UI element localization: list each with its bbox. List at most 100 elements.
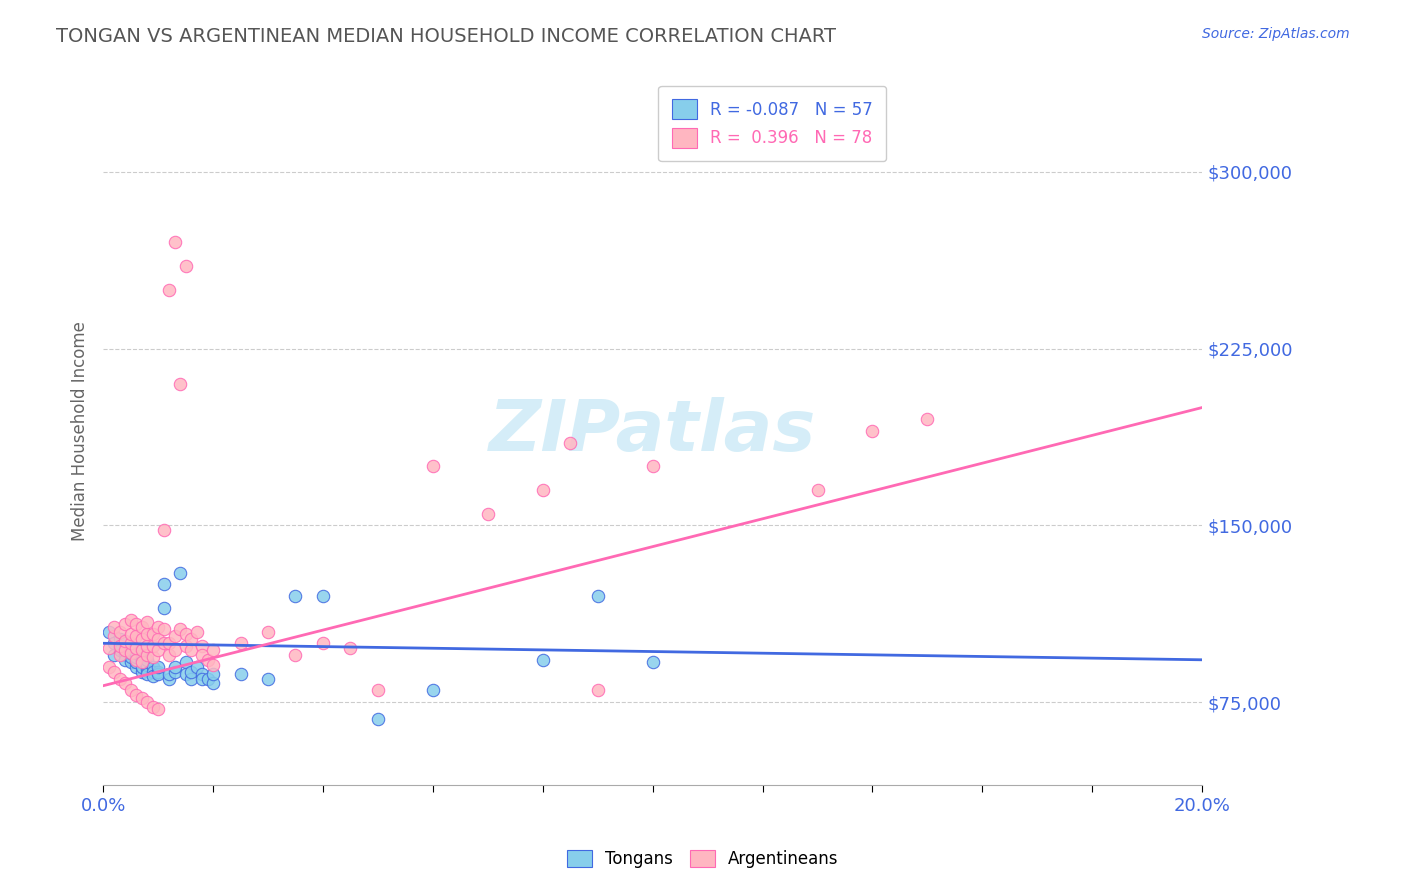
Point xyxy=(97,660,120,674)
Point xyxy=(367,683,389,698)
Point xyxy=(157,283,180,297)
Point xyxy=(163,660,186,674)
Point xyxy=(152,636,174,650)
Point xyxy=(114,617,136,632)
Point xyxy=(131,660,153,674)
Point xyxy=(131,620,153,634)
Point xyxy=(191,639,214,653)
Legend: R = -0.087   N = 57, R =  0.396   N = 78: R = -0.087 N = 57, R = 0.396 N = 78 xyxy=(658,86,886,161)
Point xyxy=(146,632,169,646)
Point xyxy=(142,665,165,679)
Point xyxy=(169,622,191,636)
Point xyxy=(157,648,180,662)
Point xyxy=(120,627,142,641)
Y-axis label: Median Household Income: Median Household Income xyxy=(72,321,89,541)
Point xyxy=(142,700,165,714)
Point xyxy=(97,624,120,639)
Point xyxy=(312,636,335,650)
Point xyxy=(152,601,174,615)
Point xyxy=(152,577,174,591)
Point xyxy=(531,483,554,497)
Point xyxy=(136,662,159,676)
Point xyxy=(142,650,165,665)
Point xyxy=(229,636,252,650)
Point xyxy=(163,629,186,643)
Point xyxy=(103,629,125,643)
Point xyxy=(125,646,148,660)
Point xyxy=(197,672,219,686)
Point xyxy=(114,648,136,662)
Point xyxy=(136,695,159,709)
Point xyxy=(103,620,125,634)
Point xyxy=(97,640,120,655)
Point xyxy=(125,629,148,643)
Point xyxy=(114,676,136,690)
Point xyxy=(103,665,125,679)
Point xyxy=(367,712,389,726)
Point xyxy=(120,683,142,698)
Point xyxy=(186,624,208,639)
Point xyxy=(131,648,153,662)
Point xyxy=(202,657,225,672)
Point xyxy=(229,667,252,681)
Point xyxy=(131,653,153,667)
Point xyxy=(103,648,125,662)
Point xyxy=(114,636,136,650)
Point xyxy=(560,436,582,450)
Point xyxy=(136,615,159,629)
Point xyxy=(422,683,444,698)
Point xyxy=(120,655,142,669)
Point xyxy=(477,507,499,521)
Point xyxy=(108,643,131,657)
Point xyxy=(125,653,148,667)
Point xyxy=(169,566,191,580)
Point xyxy=(169,376,191,391)
Point xyxy=(257,624,280,639)
Point xyxy=(131,690,153,705)
Point xyxy=(125,650,148,665)
Point xyxy=(174,259,197,273)
Point xyxy=(163,643,186,657)
Text: ZIPatlas: ZIPatlas xyxy=(489,397,817,466)
Point xyxy=(120,613,142,627)
Point xyxy=(146,620,169,634)
Point xyxy=(152,523,174,537)
Point xyxy=(120,640,142,655)
Point xyxy=(131,665,153,679)
Point xyxy=(202,676,225,690)
Point xyxy=(125,617,148,632)
Point xyxy=(125,660,148,674)
Point xyxy=(163,235,186,250)
Point xyxy=(180,643,202,657)
Point xyxy=(586,589,609,603)
Point xyxy=(531,653,554,667)
Point xyxy=(146,667,169,681)
Point xyxy=(284,648,307,662)
Point xyxy=(131,643,153,657)
Point xyxy=(131,632,153,646)
Point xyxy=(136,648,159,662)
Point xyxy=(114,634,136,648)
Point xyxy=(202,643,225,657)
Point xyxy=(862,424,884,438)
Point xyxy=(125,640,148,655)
Point xyxy=(641,459,664,474)
Point xyxy=(142,627,165,641)
Point xyxy=(174,655,197,669)
Point xyxy=(312,589,335,603)
Legend: Tongans, Argentineans: Tongans, Argentineans xyxy=(561,843,845,875)
Point xyxy=(146,660,169,674)
Point xyxy=(174,627,197,641)
Point xyxy=(284,589,307,603)
Point xyxy=(191,648,214,662)
Point xyxy=(108,672,131,686)
Point xyxy=(136,667,159,681)
Point xyxy=(174,639,197,653)
Point xyxy=(191,667,214,681)
Point xyxy=(806,483,828,497)
Point xyxy=(157,667,180,681)
Point xyxy=(152,622,174,636)
Point xyxy=(257,672,280,686)
Point xyxy=(422,459,444,474)
Point xyxy=(180,672,202,686)
